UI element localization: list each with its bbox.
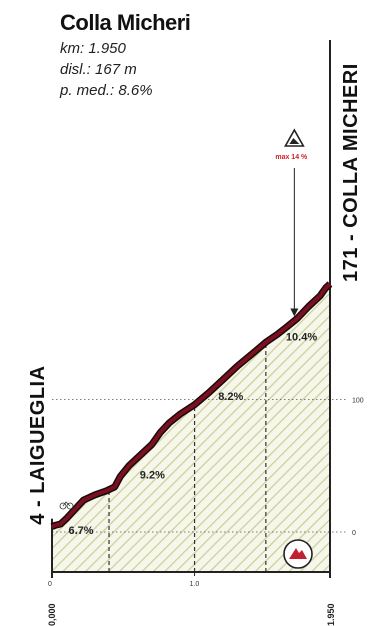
max-gradient-label: max 14 % [275, 154, 308, 161]
segment-gradient-label: 9.2% [140, 469, 165, 481]
max-gradient-warning-icon [283, 128, 305, 147]
max-gradient-warning-icon-inner [289, 138, 300, 144]
bicycle-icon-frame [62, 501, 71, 507]
bicycle-icon-wheel [66, 502, 74, 510]
length-stat: km: 1.950 [60, 40, 126, 57]
x-tick-label: 0 [48, 581, 52, 588]
profile-area [52, 284, 330, 572]
profile-line [51, 282, 332, 529]
bicycle-icon [59, 502, 67, 510]
x-tick-label: 1.0 [190, 581, 200, 588]
climb-title: Colla Micheri [60, 10, 191, 35]
max-gradient-arrowhead [290, 308, 299, 317]
segment-gradient-label: 10.4% [286, 332, 317, 344]
x-tick-label: 0,000 [47, 603, 57, 626]
y-tick-label: 100 [352, 397, 364, 404]
x-tick-label: 1.950 [326, 603, 336, 626]
end-location-label: 171 - COLLA MICHERI [340, 63, 362, 282]
summit-icon-mountain [289, 548, 307, 559]
segment-gradient-label: 6.7% [69, 525, 94, 537]
start-location-label: 4 - LAIGUEGLIA [27, 365, 49, 524]
avg-gradient-stat: p. med.: 8.6% [60, 82, 153, 99]
elevation-gain-stat: disl.: 167 m [60, 61, 137, 78]
y-tick-label: 0 [352, 530, 356, 537]
segment-gradient-label: 8.2% [218, 391, 243, 403]
